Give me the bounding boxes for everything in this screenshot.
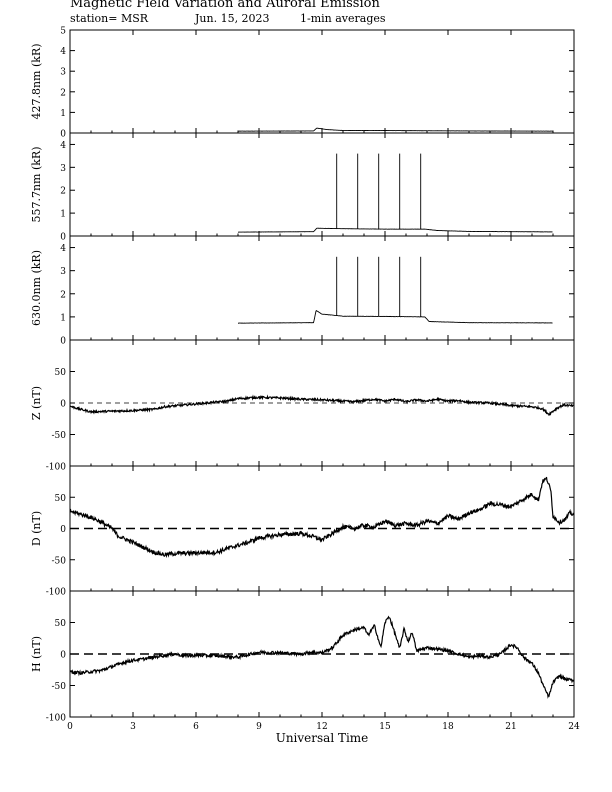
data-trace-p5577 bbox=[237, 227, 553, 233]
y-tick-label: 4 bbox=[60, 244, 66, 254]
x-tick-label: 9 bbox=[256, 722, 262, 732]
data-trace-pZ bbox=[69, 394, 574, 416]
x-tick-label: 24 bbox=[568, 722, 580, 732]
y-tick-label: 4 bbox=[60, 141, 66, 151]
y-tick-label: 2 bbox=[60, 187, 66, 197]
y-tick-label: 2 bbox=[60, 88, 66, 98]
y-tick-label: -50 bbox=[52, 431, 67, 441]
data-trace-pD bbox=[69, 476, 575, 559]
y-tick-label: -100 bbox=[46, 588, 66, 598]
panel-frame-p6300 bbox=[69, 235, 575, 341]
y-tick-label: 2 bbox=[60, 290, 66, 300]
y-tick-label: -50 bbox=[52, 682, 67, 692]
y-tick-label: 0 bbox=[60, 337, 66, 347]
y-tick-label: 50 bbox=[55, 619, 67, 629]
y-tick-label: 1 bbox=[60, 313, 66, 323]
y-axis-label-p4278: 427.8nm (kR) bbox=[30, 43, 43, 119]
y-tick-label: 1 bbox=[60, 210, 66, 220]
y-axis-label-p6300: 630.0nm (kR) bbox=[30, 250, 43, 326]
y-tick-label: 3 bbox=[60, 164, 66, 174]
x-tick-label: 0 bbox=[67, 722, 73, 732]
averaging-label: 1-min averages bbox=[300, 12, 386, 25]
y-tick-label: 5 bbox=[60, 27, 66, 37]
x-tick-label: 18 bbox=[442, 722, 454, 732]
y-tick-label: 4 bbox=[60, 47, 66, 57]
x-tick-label: 6 bbox=[193, 722, 199, 732]
y-tick-label: 0 bbox=[60, 233, 66, 243]
y-tick-label: 3 bbox=[60, 267, 66, 277]
y-axis-label-p5577: 557.7nm (kR) bbox=[30, 146, 43, 222]
date-label: Jun. 15, 2023 bbox=[195, 12, 270, 25]
data-trace-p4278 bbox=[237, 127, 553, 132]
x-tick-label: 12 bbox=[316, 722, 327, 732]
y-tick-label: 0 bbox=[60, 130, 66, 140]
panel-frame-p4278 bbox=[69, 29, 575, 134]
y-axis-label-pH: H (nT) bbox=[30, 636, 43, 672]
x-axis-label: Universal Time bbox=[276, 731, 369, 745]
y-tick-label: -100 bbox=[46, 714, 66, 724]
y-tick-label: 1 bbox=[60, 109, 66, 119]
y-tick-label: 50 bbox=[55, 494, 67, 504]
y-tick-label: 0 bbox=[60, 651, 66, 661]
panel-frame-p5577 bbox=[69, 132, 575, 237]
y-tick-label: 3 bbox=[60, 68, 66, 78]
y-axis-label-pD: D (nT) bbox=[30, 511, 43, 546]
chart-title: Magnetic Field Variation and Auroral Emi… bbox=[70, 0, 380, 11]
data-trace-p6300 bbox=[237, 309, 553, 324]
x-tick-label: 21 bbox=[505, 722, 516, 732]
x-tick-label: 15 bbox=[379, 722, 391, 732]
station-label: station= MSR bbox=[70, 12, 149, 25]
y-tick-label: 0 bbox=[60, 525, 66, 535]
y-axis-label-pZ: Z (nT) bbox=[30, 386, 43, 420]
x-tick-label: 3 bbox=[130, 722, 136, 732]
y-tick-label: -100 bbox=[46, 463, 66, 473]
y-tick-label: 0 bbox=[60, 400, 66, 410]
y-tick-label: 50 bbox=[55, 368, 67, 378]
y-tick-label: -50 bbox=[52, 556, 67, 566]
data-trace-pH bbox=[69, 615, 575, 699]
